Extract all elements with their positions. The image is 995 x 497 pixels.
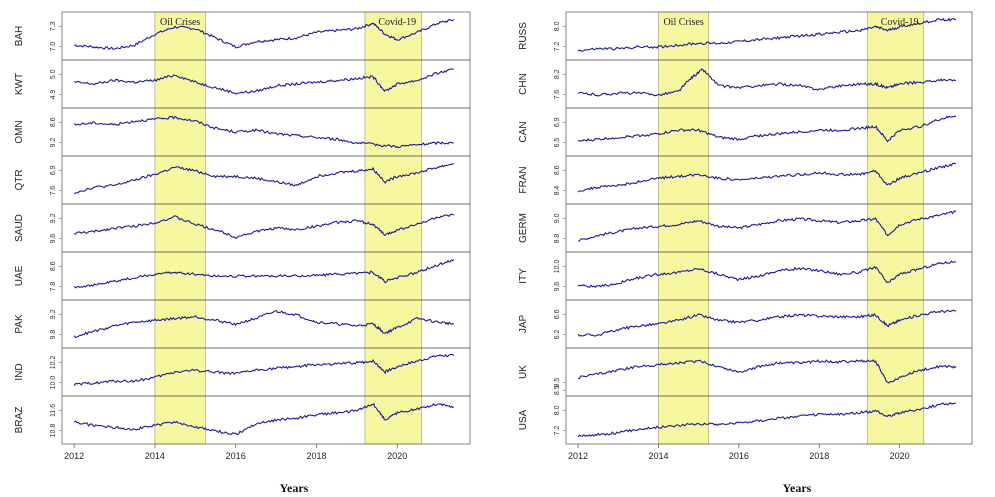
x-tick-label: 2012 bbox=[64, 451, 84, 461]
y-tick-label: 7.8 bbox=[50, 282, 57, 292]
x-tick-label: 2014 bbox=[145, 451, 165, 461]
x-tick-label: 2016 bbox=[226, 451, 246, 461]
y-tick-label: 6.5 bbox=[554, 138, 561, 148]
y-tick-label: 6.9 bbox=[554, 117, 561, 127]
y-tick-label: 6.6 bbox=[554, 309, 561, 319]
y-tick-label: 10.8 bbox=[50, 424, 57, 438]
panel-1: BAH 7.0 7.3 KWT 4.9 5.0 OMN 9.2 8.6 QTR 7.6 6.9 SAUD… bbox=[14, 11, 471, 495]
y-tick-label: 11.6 bbox=[50, 404, 57, 417]
band-label-covid-19: Covid-19 bbox=[881, 17, 919, 28]
series-label-pak: PAK bbox=[14, 314, 25, 334]
series-line-uk bbox=[577, 358, 957, 384]
series-line-ity bbox=[577, 260, 957, 289]
y-tick-label: 8.8 bbox=[554, 234, 561, 244]
x-tick-label: 2016 bbox=[729, 451, 749, 461]
series-label-can: CAN bbox=[518, 121, 529, 142]
y-tick-label: 9.2 bbox=[50, 309, 57, 319]
y-tick-label: 9.6 bbox=[50, 234, 57, 244]
y-tick-label: 4.9 bbox=[50, 90, 57, 100]
y-tick-label: 8.6 bbox=[50, 117, 57, 127]
x-tick-label: 2014 bbox=[648, 451, 668, 461]
series-line-kwt bbox=[73, 68, 454, 95]
series-line-usa bbox=[577, 401, 957, 438]
x-tick-label: 2020 bbox=[890, 451, 910, 461]
series-line-qtr bbox=[73, 163, 454, 195]
y-tick-label: 9.8 bbox=[50, 330, 57, 340]
y-tick-label: 8.4 bbox=[554, 186, 561, 196]
band-oil-crises bbox=[154, 11, 206, 445]
series-label-fran: FRAN bbox=[518, 166, 529, 193]
y-tick-label: 7.6 bbox=[554, 90, 561, 100]
series-label-bah: BAH bbox=[14, 26, 25, 47]
y-tick-label: 7.6 bbox=[50, 186, 57, 196]
series-label-usa: USA bbox=[518, 409, 529, 430]
series-line-saud bbox=[73, 213, 455, 239]
y-tick-label: 8.6 bbox=[50, 261, 57, 271]
series-label-uk: UK bbox=[518, 365, 529, 379]
series-line-fran bbox=[577, 162, 956, 193]
series-label-germ: GERM bbox=[518, 213, 529, 243]
y-tick-label: 10.2 bbox=[50, 355, 57, 369]
band-label-covid-19: Covid-19 bbox=[378, 17, 416, 28]
y-tick-label: 8.5 bbox=[554, 378, 561, 388]
row-usa: USA 7.2 8.0 8.5 bbox=[518, 385, 973, 445]
y-tick-label: 8.0 bbox=[554, 405, 561, 415]
row-braz: BRAZ 10.8 11.6 bbox=[14, 395, 471, 445]
y-tick-label: 7.2 bbox=[554, 426, 561, 436]
y-tick-label: 7.3 bbox=[50, 21, 57, 31]
series-line-russ bbox=[577, 17, 956, 52]
y-tick-label: 8.0 bbox=[554, 21, 561, 31]
series-label-uae: UAE bbox=[14, 265, 25, 286]
series-label-saud: SAUD bbox=[14, 214, 25, 242]
series-label-omn: OMN bbox=[14, 120, 25, 143]
y-tick-label: 6.2 bbox=[554, 330, 561, 340]
series-line-omn bbox=[73, 115, 454, 149]
y-tick-label: 8.6 bbox=[554, 165, 561, 175]
series-line-ind bbox=[73, 353, 455, 387]
y-tick-label: 7.0 bbox=[50, 42, 57, 52]
series-label-kwt: KWT bbox=[14, 73, 25, 95]
y-tick-label: 8.5 bbox=[554, 385, 561, 395]
series-line-chn bbox=[578, 68, 956, 97]
series-line-braz bbox=[73, 402, 454, 436]
panel-2: RUSS 7.2 8.0 CHN 7.6 8.2 CAN 6.5 6.9 FRAN 8.4 8.6 GE… bbox=[518, 11, 973, 495]
band-covid-19 bbox=[364, 11, 422, 445]
series-label-ind: IND bbox=[14, 363, 25, 380]
series-label-ity: ITY bbox=[518, 268, 529, 284]
x-tick-label: 2020 bbox=[387, 451, 407, 461]
y-tick-label: 7.2 bbox=[554, 42, 561, 52]
x-tick-label: 2018 bbox=[809, 451, 829, 461]
band-oil-crises bbox=[658, 11, 710, 445]
y-tick-label: 9.2 bbox=[50, 138, 57, 148]
series-label-chn: CHN bbox=[518, 73, 529, 95]
y-tick-label: 9.0 bbox=[554, 213, 561, 223]
series-line-can bbox=[577, 115, 957, 143]
y-tick-label: 5.0 bbox=[50, 69, 57, 79]
series-line-bah bbox=[74, 18, 455, 51]
row-kwt: KWT 4.9 5.0 bbox=[14, 59, 471, 109]
series-label-braz: BRAZ bbox=[14, 407, 25, 434]
band-label-oil-crises: Oil Crises bbox=[663, 17, 703, 28]
series-line-uae bbox=[73, 259, 455, 289]
y-tick-label: 10.0 bbox=[50, 376, 57, 390]
x-axis-label: Years bbox=[783, 481, 812, 495]
y-tick-label: 10.0 bbox=[554, 259, 561, 273]
series-line-pak bbox=[73, 309, 454, 339]
x-axis-label: Years bbox=[280, 481, 309, 495]
x-tick-label: 2012 bbox=[568, 451, 588, 461]
series-line-jap bbox=[577, 309, 957, 337]
series-label-qtr: QTR bbox=[14, 169, 25, 190]
series-label-jap: JAP bbox=[518, 315, 529, 334]
row-frame bbox=[565, 395, 973, 445]
y-tick-label: 8.2 bbox=[554, 69, 561, 79]
row-frame bbox=[61, 395, 471, 445]
x-tick-label: 2018 bbox=[306, 451, 326, 461]
y-tick-label: 6.9 bbox=[50, 165, 57, 175]
series-label-russ: RUSS bbox=[518, 22, 529, 50]
y-tick-label: 9.2 bbox=[50, 213, 57, 223]
y-tick-label: 9.6 bbox=[554, 282, 561, 292]
series-line-germ bbox=[577, 210, 957, 242]
band-label-oil-crises: Oil Crises bbox=[160, 17, 200, 28]
